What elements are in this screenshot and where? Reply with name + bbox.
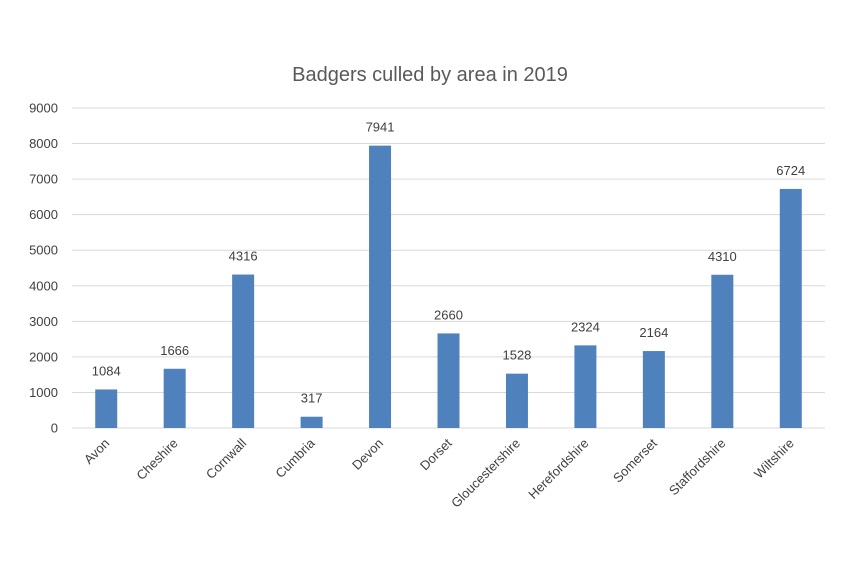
x-axis-ticks: Avon Cheshire Cornwall Cumbria Devon DorsetGl… — [81, 435, 797, 511]
data-label: 1528 — [502, 348, 531, 363]
x-tick-label: Devon — [349, 436, 386, 473]
bar — [300, 416, 323, 428]
x-tick-label: Gloucestershire — [448, 436, 523, 511]
data-label: 4310 — [708, 249, 737, 264]
y-tick-label: 4000 — [29, 278, 58, 293]
y-tick-label: 9000 — [29, 101, 58, 116]
x-tick-label: Staffordshire — [666, 436, 729, 499]
x-tick-label: Dorset — [417, 435, 455, 473]
bar — [437, 333, 460, 428]
data-label: 2164 — [639, 325, 668, 340]
data-label: 2324 — [571, 319, 600, 334]
y-axis-ticks: 0 1000 2000 3000 4000 5000 6000 7000 8000 9000 — [29, 101, 58, 436]
x-tick-label: Cheshire — [133, 436, 180, 483]
data-label: 4316 — [229, 249, 258, 264]
gridlines — [72, 107, 825, 429]
y-tick-label: 2000 — [29, 349, 58, 364]
y-tick-label: 0 — [51, 421, 58, 436]
bar — [711, 274, 734, 428]
data-label: 7941 — [366, 120, 395, 135]
y-tick-label: 1000 — [29, 385, 58, 400]
y-tick-label: 7000 — [29, 172, 58, 187]
data-label: 1666 — [160, 343, 189, 358]
data-labels: 1084 1666 4316 317 7941 2660 1528 2324 2164 4310 6… — [92, 120, 805, 406]
x-tick-label: Avon — [81, 436, 112, 467]
bar — [369, 145, 392, 429]
x-tick-label: Cumbria — [272, 435, 318, 481]
bar — [505, 373, 528, 428]
bar — [232, 274, 255, 428]
y-tick-label: 6000 — [29, 207, 58, 222]
y-tick-label: 5000 — [29, 243, 58, 258]
y-tick-label: 8000 — [29, 136, 58, 151]
bar — [574, 345, 597, 428]
data-label: 1084 — [92, 363, 121, 378]
x-tick-label: Somerset — [610, 435, 660, 485]
x-tick-label: Herefordshire — [525, 436, 591, 502]
data-label: 6724 — [776, 163, 805, 178]
bar — [163, 368, 186, 428]
x-tick-label: Wiltshire — [751, 436, 797, 482]
x-tick-label: Cornwall — [203, 435, 249, 481]
bar — [779, 188, 802, 428]
bar — [95, 389, 118, 428]
data-label: 317 — [301, 391, 323, 406]
chart-title: Badgers culled by area in 2019 — [292, 64, 568, 86]
bar — [642, 351, 665, 428]
y-tick-label: 3000 — [29, 314, 58, 329]
bars — [95, 145, 802, 429]
data-label: 2660 — [434, 307, 463, 322]
